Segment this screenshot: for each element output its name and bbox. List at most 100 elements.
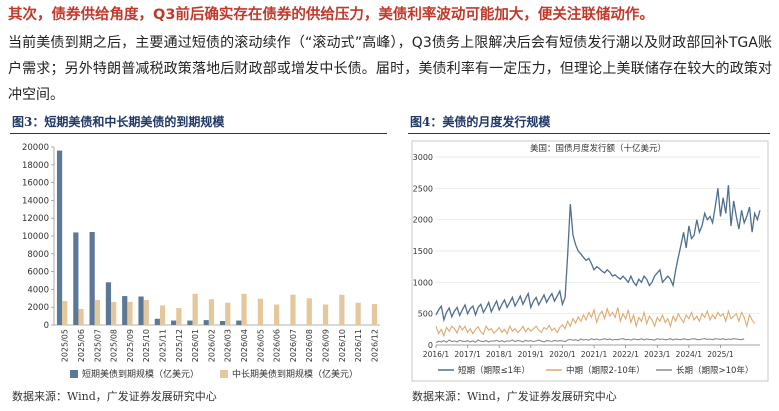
x-tick-label: 2026/05 [256, 329, 265, 362]
y-tick-label: 6000 [27, 268, 49, 278]
x-tick-label: 2022/1 [612, 350, 639, 359]
x-tick-label: 2025/11 [158, 329, 167, 362]
legend-label: 中期（期限2-10年） [566, 365, 645, 376]
headline: 其次，债券供给角度，Q3前后确实存在债券的供给压力，美债利率波动可能加大，便关注… [8, 7, 654, 23]
y-tick-label: 500 [418, 310, 433, 319]
y-tick-label: 2000 [27, 303, 49, 313]
bar-short-term [203, 320, 209, 325]
figure3-chart: 0 2000 4000 6000 8000 10000 12000 14000 16000 180… [22, 143, 380, 380]
x-tick-label: 2026/11 [354, 329, 363, 362]
y-tick-label: 0 [428, 341, 433, 350]
x-tick-label: 2025/10 [142, 329, 151, 362]
x-tick-label: 2018/1 [486, 350, 513, 359]
body-paragraph: 当前美债到期之后，主要通过短债的滚动续作（“滚动式”高峰），Q3债务上限解决后会… [8, 35, 772, 103]
bar-short-term [236, 320, 242, 325]
x-tick-label: 2025/08 [110, 329, 119, 362]
x-tick-label: 2025/1 [707, 350, 734, 359]
figure4-title-rule [408, 133, 770, 134]
bar-short-term [122, 296, 128, 325]
y-tick-label: 0 [44, 321, 49, 331]
y-tick-label: 8000 [27, 250, 49, 260]
bar-short-term [154, 318, 160, 325]
x-tick-label: 2016/1 [423, 350, 450, 359]
y-tick-label: 12000 [22, 214, 49, 224]
figure4-source: 数据来源：Wind，广发证券发展研究中心 [412, 390, 617, 403]
bar-mid-long-term [290, 294, 296, 325]
chart-frame [411, 140, 769, 382]
x-tick-label: 2026/03 [224, 329, 233, 362]
bar-short-term [171, 320, 177, 325]
x-tick-label: 2017/1 [454, 350, 481, 359]
x-tick-label: 2026/07 [289, 329, 298, 362]
legend-label: 短期美债到期规模（亿美元） [82, 368, 199, 380]
bar-mid-long-term [241, 293, 247, 325]
legend-swatch [70, 370, 78, 378]
x-tick-label: 2026/10 [338, 329, 347, 362]
bar-mid-long-term [371, 304, 378, 325]
figure3-title: 图3：短期美债和中长期美债的到期规模 [12, 115, 225, 129]
figure4-chart: 美国：国债月度发行额（十亿美元） 0 500 1000 1500 2000 2500 3000… [411, 140, 769, 382]
legend-label: 短期（期限≤1年） [458, 365, 530, 376]
x-tick-label: 2024/1 [676, 350, 703, 359]
bar-mid-long-term [176, 308, 182, 325]
x-tick-label: 2021/1 [581, 350, 608, 359]
bar-mid-long-term [78, 308, 84, 325]
series-line-0 [435, 185, 761, 323]
bar-mid-long-term [355, 302, 361, 325]
bar-mid-long-term [322, 304, 329, 325]
bar-short-term [187, 320, 193, 325]
y-tick-label: 18000 [22, 161, 49, 171]
bar-mid-long-term [127, 301, 133, 325]
figure3-source: 数据来源：Wind，广发证券发展研究中心 [12, 390, 217, 403]
bar-mid-long-term [192, 293, 198, 325]
bar-mid-long-term [257, 298, 263, 325]
x-tick-label: 2025/05 [61, 329, 70, 362]
y-tick-label: 3000 [413, 153, 433, 162]
legend-label: 长期（期限>10年） [676, 365, 753, 376]
y-tick-label: 16000 [22, 179, 49, 189]
bar-short-term [56, 150, 63, 325]
figure4-title: 图4：美债的月度发行规模 [410, 115, 551, 129]
bar-short-term [219, 320, 226, 325]
series-line-2 [435, 338, 745, 343]
y-tick-label: 1500 [413, 247, 433, 256]
y-tick-label: 2000 [413, 216, 433, 225]
y-tick-label: 1000 [413, 278, 433, 287]
y-tick-label: 2500 [413, 184, 433, 193]
y-tick-label: 4000 [27, 285, 49, 295]
bar-mid-long-term [94, 300, 100, 325]
x-tick-label: 2026/04 [240, 329, 249, 362]
legend-label: 中长期美债到期规模（亿美元） [232, 368, 358, 380]
x-tick-label: 2025/06 [77, 329, 86, 362]
chart-title: 美国：国债月度发行额（十亿美元） [530, 143, 666, 154]
bar-mid-long-term [111, 301, 117, 325]
bar-mid-long-term [62, 300, 68, 325]
bar-short-term [89, 231, 95, 325]
y-tick-label: 20000 [22, 143, 49, 153]
x-tick-label: 2025/12 [175, 329, 184, 362]
bar-short-term [105, 282, 112, 325]
x-tick-label: 2025/07 [93, 329, 102, 362]
bar-short-term [138, 296, 144, 325]
y-tick-label: 14000 [22, 196, 49, 206]
y-tick-label: 10000 [22, 232, 49, 242]
figure3-title-rule [10, 133, 387, 134]
bar-mid-long-term [208, 299, 215, 325]
bar-mid-long-term [143, 300, 149, 325]
series-line-1 [435, 306, 756, 338]
x-tick-label: 2026/06 [273, 329, 282, 362]
bar-mid-long-term [306, 298, 312, 325]
bar-mid-long-term [159, 305, 166, 325]
x-tick-label: 2026/12 [370, 329, 379, 362]
x-tick-label: 2026/09 [321, 329, 330, 362]
x-tick-label: 2020/1 [549, 350, 576, 359]
x-tick-label: 2026/02 [207, 329, 216, 362]
x-tick-label: 2023/1 [644, 350, 671, 359]
x-tick-label: 2026/08 [305, 329, 314, 362]
legend-swatch [220, 370, 228, 378]
bar-mid-long-term [225, 302, 231, 325]
bar-mid-long-term [339, 294, 345, 325]
bar-short-term [73, 232, 79, 325]
bar-mid-long-term [274, 304, 280, 325]
x-tick-label: 2025/09 [126, 329, 135, 362]
